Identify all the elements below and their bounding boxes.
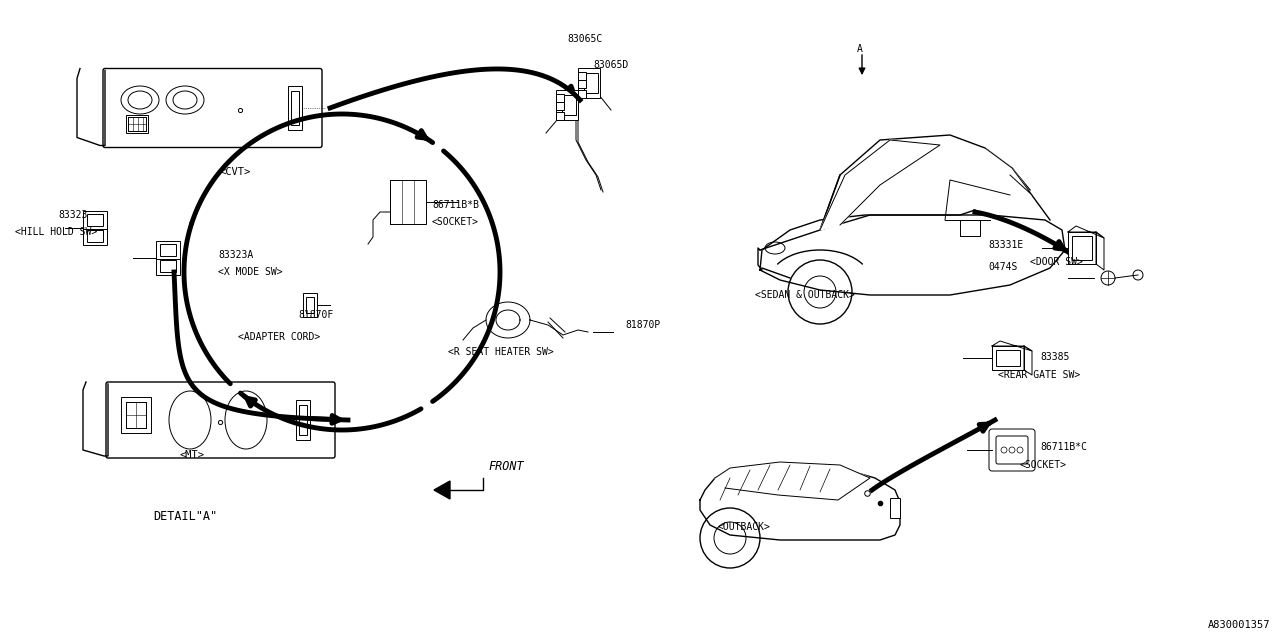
Bar bbox=[87, 214, 102, 226]
Bar bbox=[556, 112, 564, 120]
Bar bbox=[579, 90, 586, 98]
Bar bbox=[296, 400, 310, 440]
Bar bbox=[87, 230, 102, 242]
Text: <SEDAN & OUTBACK>: <SEDAN & OUTBACK> bbox=[755, 290, 855, 300]
Polygon shape bbox=[1096, 232, 1103, 270]
Bar bbox=[556, 102, 564, 110]
Text: 83065C: 83065C bbox=[567, 34, 603, 44]
Polygon shape bbox=[986, 148, 1032, 195]
Polygon shape bbox=[1024, 346, 1032, 375]
Polygon shape bbox=[83, 382, 108, 456]
Bar bbox=[306, 297, 314, 313]
Text: 83323A: 83323A bbox=[218, 250, 253, 260]
Polygon shape bbox=[760, 215, 1065, 295]
Bar bbox=[122, 397, 151, 433]
Text: 81870F: 81870F bbox=[298, 310, 333, 320]
FancyBboxPatch shape bbox=[102, 68, 323, 147]
Bar bbox=[83, 211, 108, 229]
Bar bbox=[160, 260, 177, 272]
Polygon shape bbox=[434, 481, 451, 499]
Polygon shape bbox=[716, 462, 870, 500]
Bar bbox=[996, 350, 1020, 366]
Bar bbox=[1073, 236, 1092, 260]
FancyBboxPatch shape bbox=[106, 382, 335, 458]
Bar bbox=[584, 73, 598, 93]
Polygon shape bbox=[700, 465, 900, 540]
Text: 81870P: 81870P bbox=[625, 320, 660, 330]
Bar bbox=[83, 227, 108, 245]
Text: 0474S: 0474S bbox=[988, 262, 1018, 272]
Polygon shape bbox=[820, 140, 940, 230]
Text: <OUTBACK>: <OUTBACK> bbox=[718, 522, 771, 532]
Text: DETAIL"A": DETAIL"A" bbox=[152, 510, 218, 523]
Bar bbox=[156, 257, 180, 275]
Bar bbox=[1068, 232, 1096, 264]
Bar bbox=[300, 405, 307, 435]
Bar bbox=[390, 180, 426, 224]
Polygon shape bbox=[77, 68, 105, 145]
Bar bbox=[125, 115, 148, 133]
Bar bbox=[890, 498, 900, 518]
Bar bbox=[291, 91, 300, 125]
Text: <CVT>: <CVT> bbox=[219, 167, 251, 177]
Text: 83385: 83385 bbox=[1039, 352, 1069, 362]
Polygon shape bbox=[486, 302, 530, 338]
Bar bbox=[156, 241, 180, 259]
Text: <ADAPTER CORD>: <ADAPTER CORD> bbox=[238, 332, 320, 342]
Text: <SOCKET>: <SOCKET> bbox=[433, 217, 479, 227]
Text: 83065D: 83065D bbox=[593, 60, 628, 70]
Text: <R SEAT HEATER SW>: <R SEAT HEATER SW> bbox=[448, 347, 554, 357]
Bar bbox=[128, 117, 146, 131]
Text: 83323: 83323 bbox=[58, 210, 87, 220]
Text: FRONT: FRONT bbox=[488, 460, 524, 473]
Text: A: A bbox=[858, 44, 863, 54]
Bar bbox=[579, 72, 586, 80]
Text: <SOCKET>: <SOCKET> bbox=[1020, 460, 1068, 470]
Bar bbox=[303, 293, 317, 317]
FancyBboxPatch shape bbox=[989, 429, 1036, 471]
Bar bbox=[579, 68, 600, 98]
Text: 86711B*C: 86711B*C bbox=[1039, 442, 1087, 452]
Bar bbox=[125, 402, 146, 428]
Bar bbox=[992, 346, 1024, 370]
Polygon shape bbox=[1068, 226, 1103, 238]
Bar bbox=[160, 244, 177, 256]
Bar bbox=[562, 95, 576, 115]
Bar bbox=[556, 94, 564, 102]
FancyBboxPatch shape bbox=[996, 436, 1028, 464]
Text: <REAR GATE SW>: <REAR GATE SW> bbox=[998, 370, 1080, 380]
Bar bbox=[288, 86, 302, 130]
Text: <MT>: <MT> bbox=[179, 450, 205, 460]
Text: <DOOR SW>: <DOOR SW> bbox=[1030, 257, 1083, 267]
Bar bbox=[579, 80, 586, 88]
Bar bbox=[556, 90, 579, 120]
Text: 83331E: 83331E bbox=[988, 240, 1023, 250]
Text: A830001357: A830001357 bbox=[1207, 620, 1270, 630]
Text: <HILL HOLD SW>: <HILL HOLD SW> bbox=[15, 227, 97, 237]
Text: 86711B*B: 86711B*B bbox=[433, 200, 479, 210]
Polygon shape bbox=[992, 341, 1032, 351]
Text: <X MODE SW>: <X MODE SW> bbox=[218, 267, 283, 277]
